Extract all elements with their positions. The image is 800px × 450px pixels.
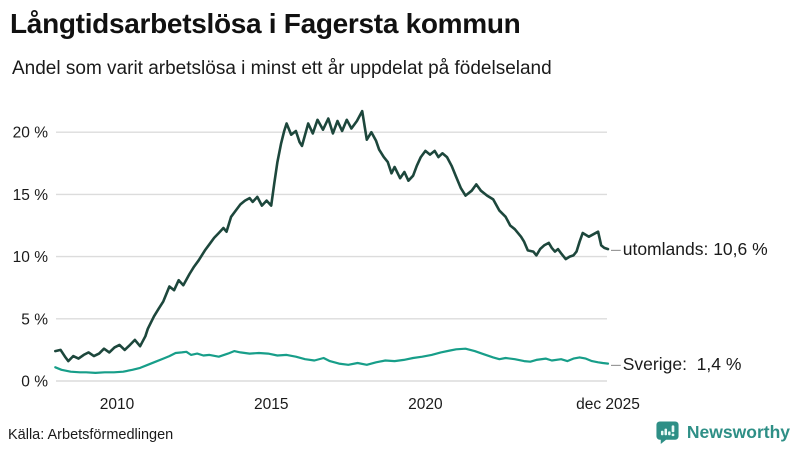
series-end-label-text: Sverige: 1,4 % xyxy=(622,353,742,374)
x-tick-label: dec 2025 xyxy=(576,396,640,413)
x-tick-label: 2010 xyxy=(100,396,135,413)
chart-subtitle: Andel som varit arbetslösa i minst ett å… xyxy=(12,58,552,79)
series-end-label-text: utomlands: 10,6 % xyxy=(622,239,768,260)
y-tick-label: 20 % xyxy=(13,125,49,142)
label-connector-dash: – xyxy=(611,239,621,260)
y-tick-label: 5 % xyxy=(21,311,48,328)
series-line-Sverige xyxy=(54,347,610,374)
series-end-label-sverige: – Sverige: 1,4 % xyxy=(611,352,741,376)
y-tick-label: 10 % xyxy=(13,249,49,266)
newsworthy-logo: Newsworthy xyxy=(655,420,790,445)
newsworthy-wordmark: Newsworthy xyxy=(686,422,790,442)
y-tick-label: 15 % xyxy=(13,187,49,204)
page-title: Långtidsarbetslösa i Fagersta kommun xyxy=(10,8,521,39)
x-tick-label: 2020 xyxy=(408,396,443,413)
label-connector-dash: – xyxy=(611,353,621,374)
series-line-utomlands xyxy=(53,109,610,363)
line-chart-plot: 0 % 5 % 10 % 15 % 20 % 2010 2015 2020 dec 2025 xyxy=(13,109,640,413)
newsworthy-icon xyxy=(656,421,679,445)
y-tick-label: 0 % xyxy=(21,374,48,391)
source-note: Källa: Arbetsförmedlingen xyxy=(8,427,174,443)
x-tick-label: 2015 xyxy=(254,396,288,413)
series-end-label-utomlands: – utomlands: 10,6 % xyxy=(611,237,768,261)
